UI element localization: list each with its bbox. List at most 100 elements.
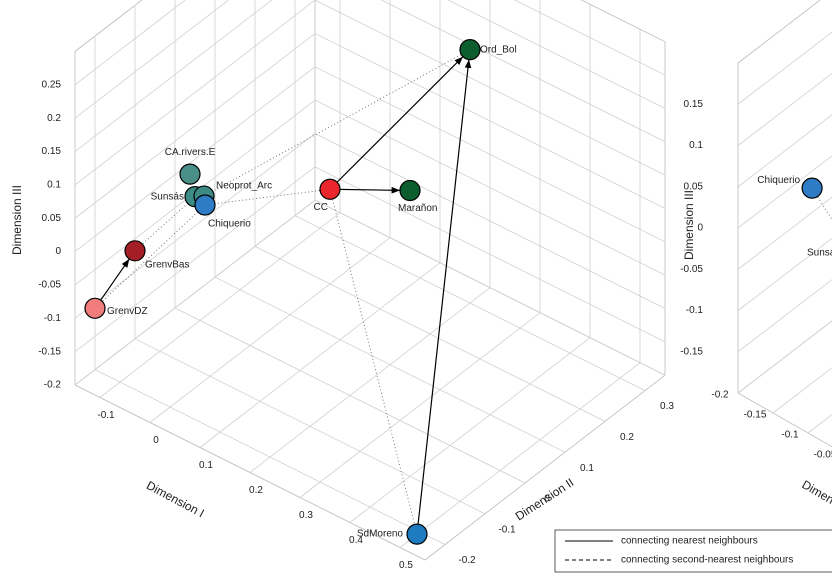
point bbox=[406, 523, 428, 545]
grid-line bbox=[314, 166, 666, 343]
grid-line bbox=[74, 166, 316, 352]
legend-label: connecting second-nearest neighbours bbox=[621, 555, 793, 566]
grid-line bbox=[74, 33, 316, 219]
grid-line bbox=[99, 212, 341, 398]
grid-line bbox=[134, 338, 486, 515]
grid-line bbox=[254, 246, 606, 422]
grid-line bbox=[149, 237, 391, 423]
edge bbox=[329, 56, 464, 190]
y-tick-label: -0.1 bbox=[498, 524, 516, 535]
point-label: Chiquerio bbox=[208, 219, 251, 230]
z-tick-label: -0.05 bbox=[38, 280, 61, 291]
grid-line bbox=[447, 0, 666, 109]
x-tick-label: -0.2 bbox=[711, 390, 729, 401]
y-tick-label: -0.2 bbox=[458, 555, 476, 566]
z-tick-label: 0.15 bbox=[42, 146, 62, 157]
grid-line bbox=[737, 237, 832, 311]
z-tick-label: -0.05 bbox=[680, 264, 703, 275]
point bbox=[459, 39, 481, 61]
x-tick-label: -0.1 bbox=[781, 430, 799, 441]
z-tick-label: 0.1 bbox=[47, 180, 61, 191]
point bbox=[319, 178, 341, 200]
y-tick-label: 0.1 bbox=[580, 463, 594, 474]
panel: -0.2 -0.15 -0.1 -0.05 -0.15 -0.1 -0.05 0 0.05 0.1… bbox=[554, 0, 832, 573]
x-tick-label: 0.4 bbox=[349, 535, 363, 546]
z-tick-label: -0.15 bbox=[38, 346, 61, 357]
legend-box bbox=[554, 529, 832, 573]
grid-line bbox=[74, 133, 316, 319]
y-tick-label: 0.3 bbox=[660, 401, 674, 412]
z-tick-label: 0.1 bbox=[689, 140, 703, 151]
grid-line bbox=[214, 276, 566, 453]
z-tick-label: -0.15 bbox=[680, 346, 703, 357]
box-edge bbox=[737, 0, 821, 64]
axis-label: Dimension I bbox=[799, 477, 832, 521]
grid-line bbox=[737, 31, 832, 105]
point-label: SdMoreno bbox=[357, 529, 404, 540]
x-tick-label: -0.1 bbox=[97, 410, 115, 421]
edge bbox=[134, 202, 188, 252]
y-tick-label: 0.2 bbox=[620, 432, 634, 443]
grid-line bbox=[74, 0, 273, 152]
point-label: Sunsás bbox=[807, 248, 832, 259]
grid-line bbox=[314, 66, 666, 243]
x-tick-label: 0.3 bbox=[299, 510, 313, 521]
grid-line bbox=[514, 0, 666, 76]
grid-line bbox=[349, 337, 591, 523]
z-tick-label: 0.15 bbox=[684, 99, 704, 110]
grid-line bbox=[249, 287, 491, 473]
edge bbox=[94, 211, 199, 309]
grid-line bbox=[807, 414, 832, 434]
edge bbox=[329, 186, 401, 194]
box-edge bbox=[580, 0, 666, 43]
x-tick-label: 0.5 bbox=[399, 560, 413, 571]
axis-label: Dimension I bbox=[144, 478, 207, 520]
grid-line bbox=[314, 0, 666, 176]
grid-line bbox=[737, 114, 832, 188]
grid-line bbox=[737, 279, 832, 353]
grid-line bbox=[74, 199, 316, 386]
grid-line bbox=[299, 312, 541, 498]
z-tick-label: -0.2 bbox=[44, 380, 62, 391]
y-tick-label: 0 bbox=[544, 494, 550, 505]
legend-label: connecting nearest neighbours bbox=[621, 536, 758, 547]
grid-line bbox=[74, 66, 316, 252]
grid-line bbox=[772, 367, 832, 414]
axis-label: Dimension III bbox=[682, 190, 696, 260]
grid-line bbox=[737, 320, 832, 394]
point bbox=[179, 163, 201, 185]
box-edge bbox=[74, 0, 143, 52]
point bbox=[84, 297, 106, 319]
point-label: GrenvDZ bbox=[107, 306, 148, 317]
x-tick-label: 0.1 bbox=[199, 460, 213, 471]
edge bbox=[212, 49, 471, 192]
point-label: Neoprot_Arc bbox=[216, 181, 272, 192]
axis-label: Dimension III bbox=[10, 185, 24, 255]
grid-line bbox=[737, 155, 832, 229]
z-tick-label: 0.05 bbox=[42, 213, 62, 224]
grid-line bbox=[74, 0, 316, 186]
point bbox=[801, 177, 823, 199]
axis-label: Dimension II bbox=[513, 475, 577, 523]
grid-line bbox=[314, 99, 666, 276]
grid-line bbox=[737, 72, 832, 146]
grid-line bbox=[314, 199, 666, 376]
point-label: GrenvBas bbox=[145, 259, 189, 270]
edge bbox=[416, 59, 472, 535]
grid-line bbox=[380, 0, 666, 143]
x-tick-label: -0.15 bbox=[744, 410, 767, 421]
grid-line bbox=[314, 133, 666, 309]
z-tick-label: -0.1 bbox=[686, 305, 704, 316]
z-tick-label: 0.2 bbox=[47, 113, 61, 124]
z-tick-label: -0.1 bbox=[44, 313, 62, 324]
x-tick-label: -0.05 bbox=[814, 450, 832, 461]
point-label: Sunsás bbox=[151, 191, 184, 202]
point-label: CA.rivers.E bbox=[165, 147, 216, 158]
grid-line bbox=[314, 33, 666, 209]
z-tick-label: 0 bbox=[55, 246, 61, 257]
point bbox=[194, 194, 216, 216]
panel: -0.1 0 0.1 0.2 0.3 0.4 0.5 -0.2 -0.1 0 0.1 0.2 0.3 -0… bbox=[10, 0, 674, 571]
grid-line bbox=[399, 362, 641, 548]
x-tick-label: 0 bbox=[153, 435, 159, 446]
